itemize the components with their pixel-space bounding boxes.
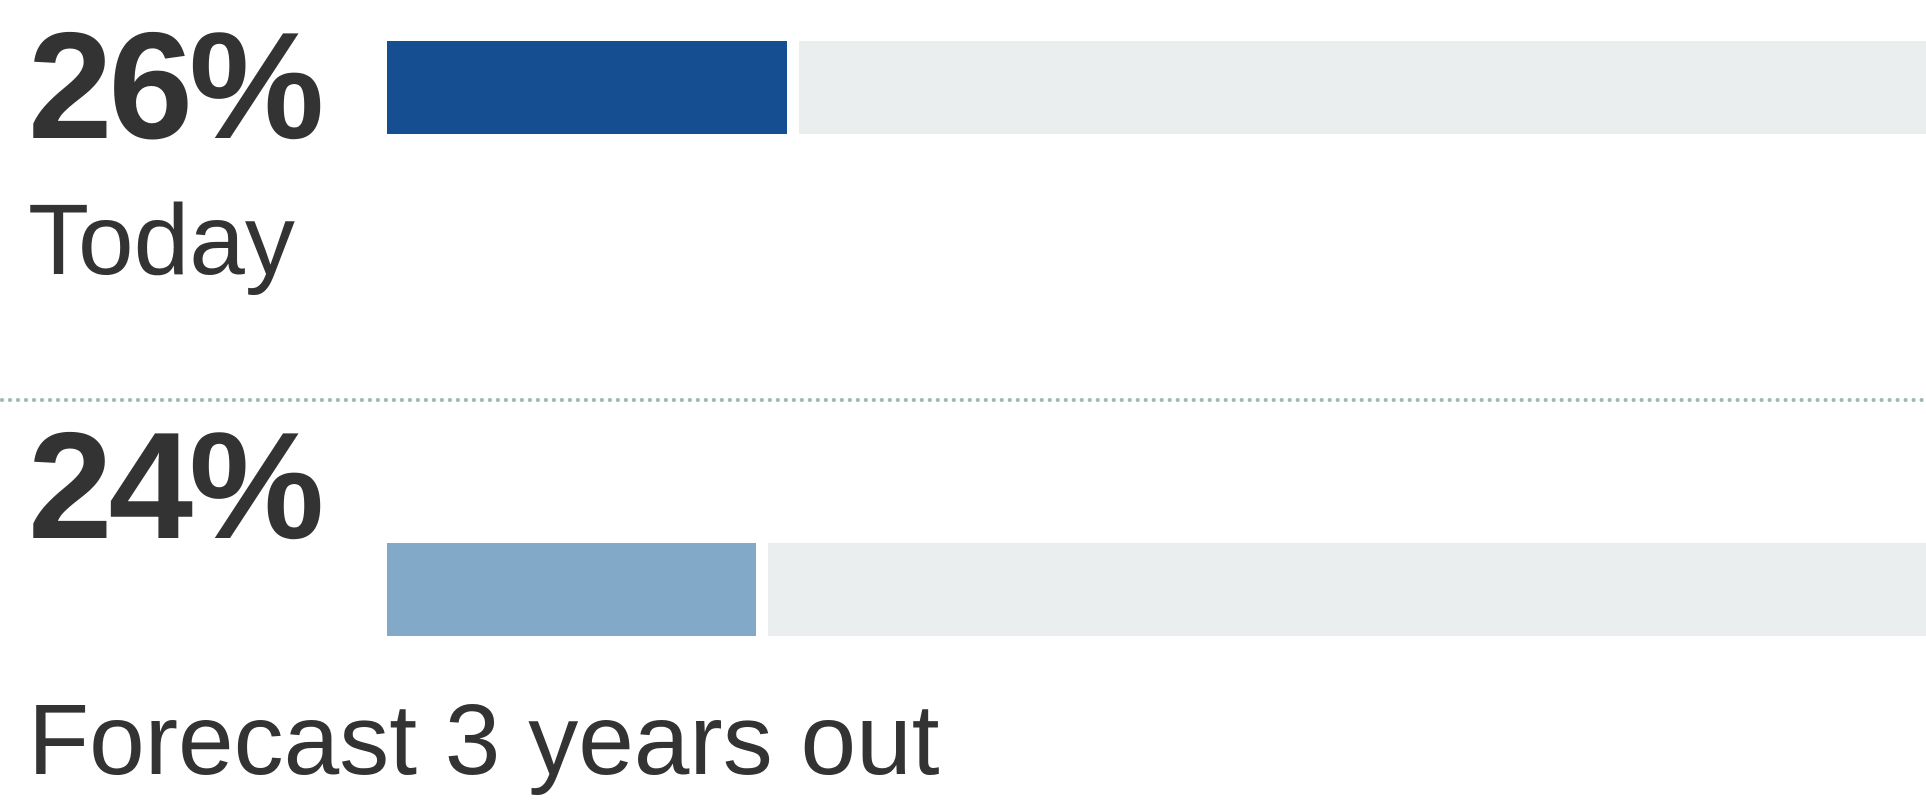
bar-row-today: 26% Today	[0, 0, 1926, 400]
value-label-today: 26%	[28, 1, 324, 171]
bar-track-forecast	[387, 543, 1926, 636]
bar-fill-forecast	[387, 543, 769, 636]
category-label-today: Today	[28, 184, 295, 296]
value-label-forecast: 24%	[28, 401, 324, 571]
dotted-divider	[0, 398, 1926, 402]
bar-row-forecast: 24% Forecast 3 years out	[0, 400, 1926, 809]
category-label-forecast: Forecast 3 years out	[28, 684, 940, 796]
bar-track-today	[387, 41, 1926, 134]
bar-fill-today	[387, 41, 800, 134]
